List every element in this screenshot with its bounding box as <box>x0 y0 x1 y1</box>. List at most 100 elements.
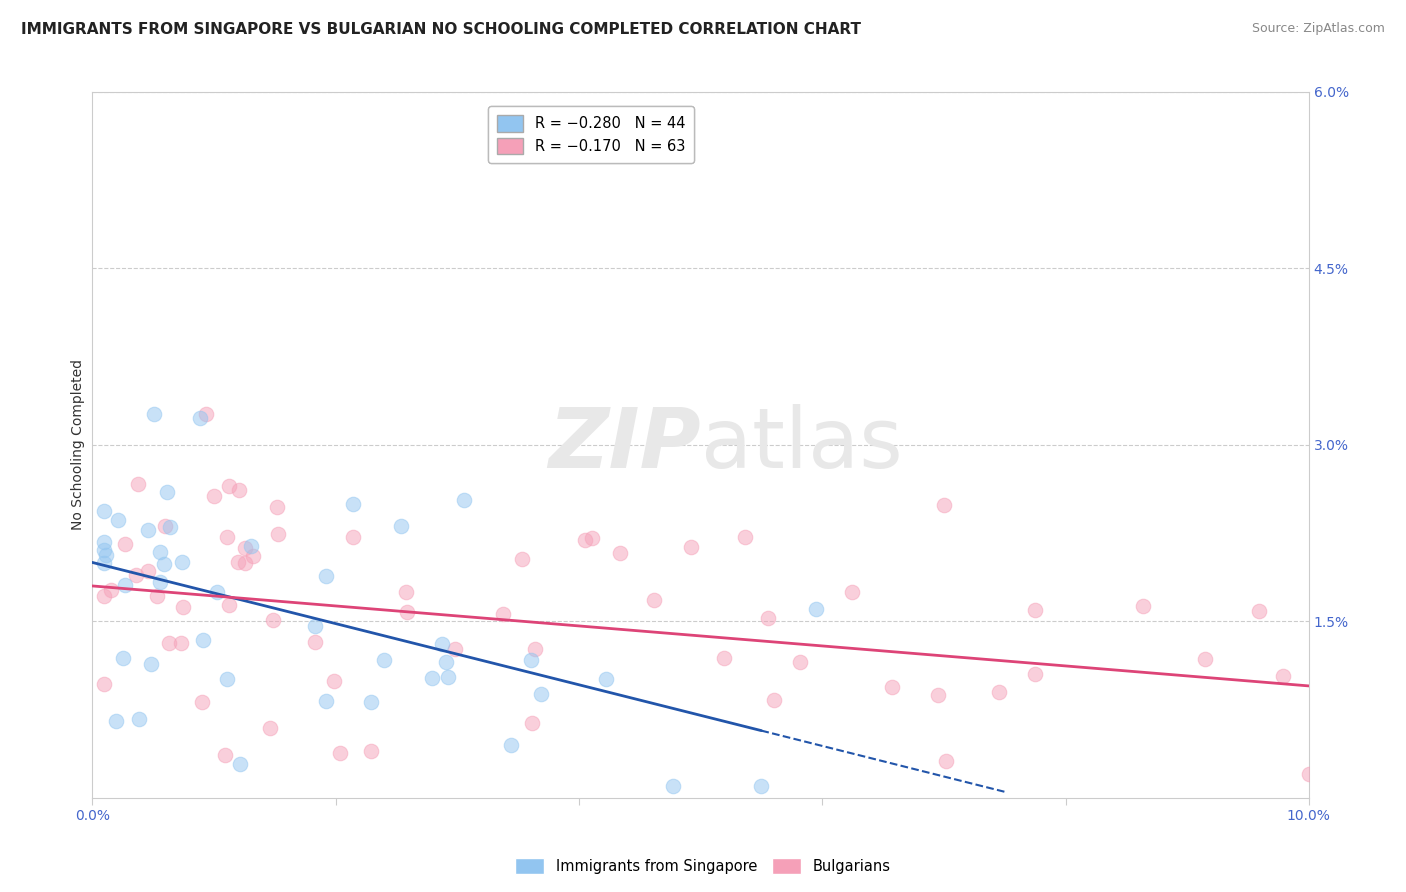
Point <box>156 485 179 500</box>
Point <box>395 585 418 599</box>
Point <box>935 754 957 768</box>
Point <box>315 694 337 708</box>
Point <box>373 653 395 667</box>
Point <box>304 635 326 649</box>
Point <box>153 518 176 533</box>
Point <box>93 677 115 691</box>
Point <box>1194 652 1216 666</box>
Point <box>191 632 214 647</box>
Point <box>149 574 172 589</box>
Point <box>218 598 240 612</box>
Point <box>136 564 159 578</box>
Point <box>217 530 239 544</box>
Point <box>93 590 115 604</box>
Point <box>501 738 523 752</box>
Point <box>643 593 665 607</box>
Point <box>932 498 955 512</box>
Point <box>146 589 169 603</box>
Legend: R = −0.280   N = 44, R = −0.170   N = 63: R = −0.280 N = 44, R = −0.170 N = 63 <box>488 106 695 163</box>
Point <box>262 613 284 627</box>
Point <box>233 556 256 570</box>
Point <box>128 712 150 726</box>
Point <box>595 673 617 687</box>
Point <box>681 540 703 554</box>
Point <box>523 642 546 657</box>
Text: atlas: atlas <box>700 404 903 485</box>
Point <box>233 541 256 556</box>
Point <box>100 582 122 597</box>
Point <box>239 539 262 553</box>
Point <box>804 601 827 615</box>
Point <box>342 497 364 511</box>
Point <box>93 535 115 549</box>
Point <box>188 410 211 425</box>
Point <box>520 716 543 731</box>
Point <box>443 642 465 657</box>
Point <box>139 657 162 671</box>
Point <box>453 492 475 507</box>
Point <box>111 651 134 665</box>
Point <box>581 531 603 545</box>
Point <box>214 747 236 762</box>
Point <box>170 636 193 650</box>
Point <box>987 685 1010 699</box>
Point <box>242 549 264 564</box>
Point <box>114 578 136 592</box>
Point <box>713 650 735 665</box>
Point <box>172 599 194 614</box>
Point <box>323 673 346 688</box>
Point <box>609 546 631 560</box>
Point <box>510 552 533 566</box>
Text: IMMIGRANTS FROM SINGAPORE VS BULGARIAN NO SCHOOLING COMPLETED CORRELATION CHART: IMMIGRANTS FROM SINGAPORE VS BULGARIAN N… <box>21 22 860 37</box>
Point <box>574 533 596 547</box>
Point <box>1024 667 1046 681</box>
Point <box>170 556 193 570</box>
Text: ZIP: ZIP <box>548 404 700 485</box>
Point <box>93 556 115 570</box>
Point <box>304 619 326 633</box>
Point <box>1024 603 1046 617</box>
Point <box>218 479 240 493</box>
Point <box>519 653 541 667</box>
Point <box>104 714 127 728</box>
Point <box>157 635 180 649</box>
Point <box>226 555 249 569</box>
Point <box>756 611 779 625</box>
Point <box>436 670 458 684</box>
Point <box>202 489 225 503</box>
Point <box>228 756 250 771</box>
Point <box>880 680 903 694</box>
Point <box>267 527 290 541</box>
Point <box>207 584 229 599</box>
Legend: Immigrants from Singapore, Bulgarians: Immigrants from Singapore, Bulgarians <box>509 852 897 880</box>
Point <box>142 407 165 421</box>
Point <box>360 695 382 709</box>
Point <box>228 483 250 498</box>
Point <box>530 687 553 701</box>
Point <box>342 530 364 544</box>
Point <box>114 537 136 551</box>
Point <box>194 407 217 421</box>
Text: Source: ZipAtlas.com: Source: ZipAtlas.com <box>1251 22 1385 36</box>
Point <box>259 721 281 735</box>
Point <box>734 530 756 544</box>
Point <box>315 569 337 583</box>
Point <box>125 567 148 582</box>
Point <box>360 744 382 758</box>
Point <box>138 523 160 537</box>
Point <box>1271 669 1294 683</box>
Point <box>927 688 949 702</box>
Point <box>93 543 115 558</box>
Point <box>1132 599 1154 614</box>
Point <box>266 500 288 514</box>
Point <box>749 779 772 793</box>
Point <box>93 504 115 518</box>
Point <box>789 655 811 669</box>
Point <box>420 671 443 685</box>
Point <box>841 584 863 599</box>
Point <box>94 548 117 562</box>
Point <box>491 607 513 621</box>
Point <box>217 672 239 686</box>
Point <box>153 557 176 571</box>
Point <box>432 637 454 651</box>
